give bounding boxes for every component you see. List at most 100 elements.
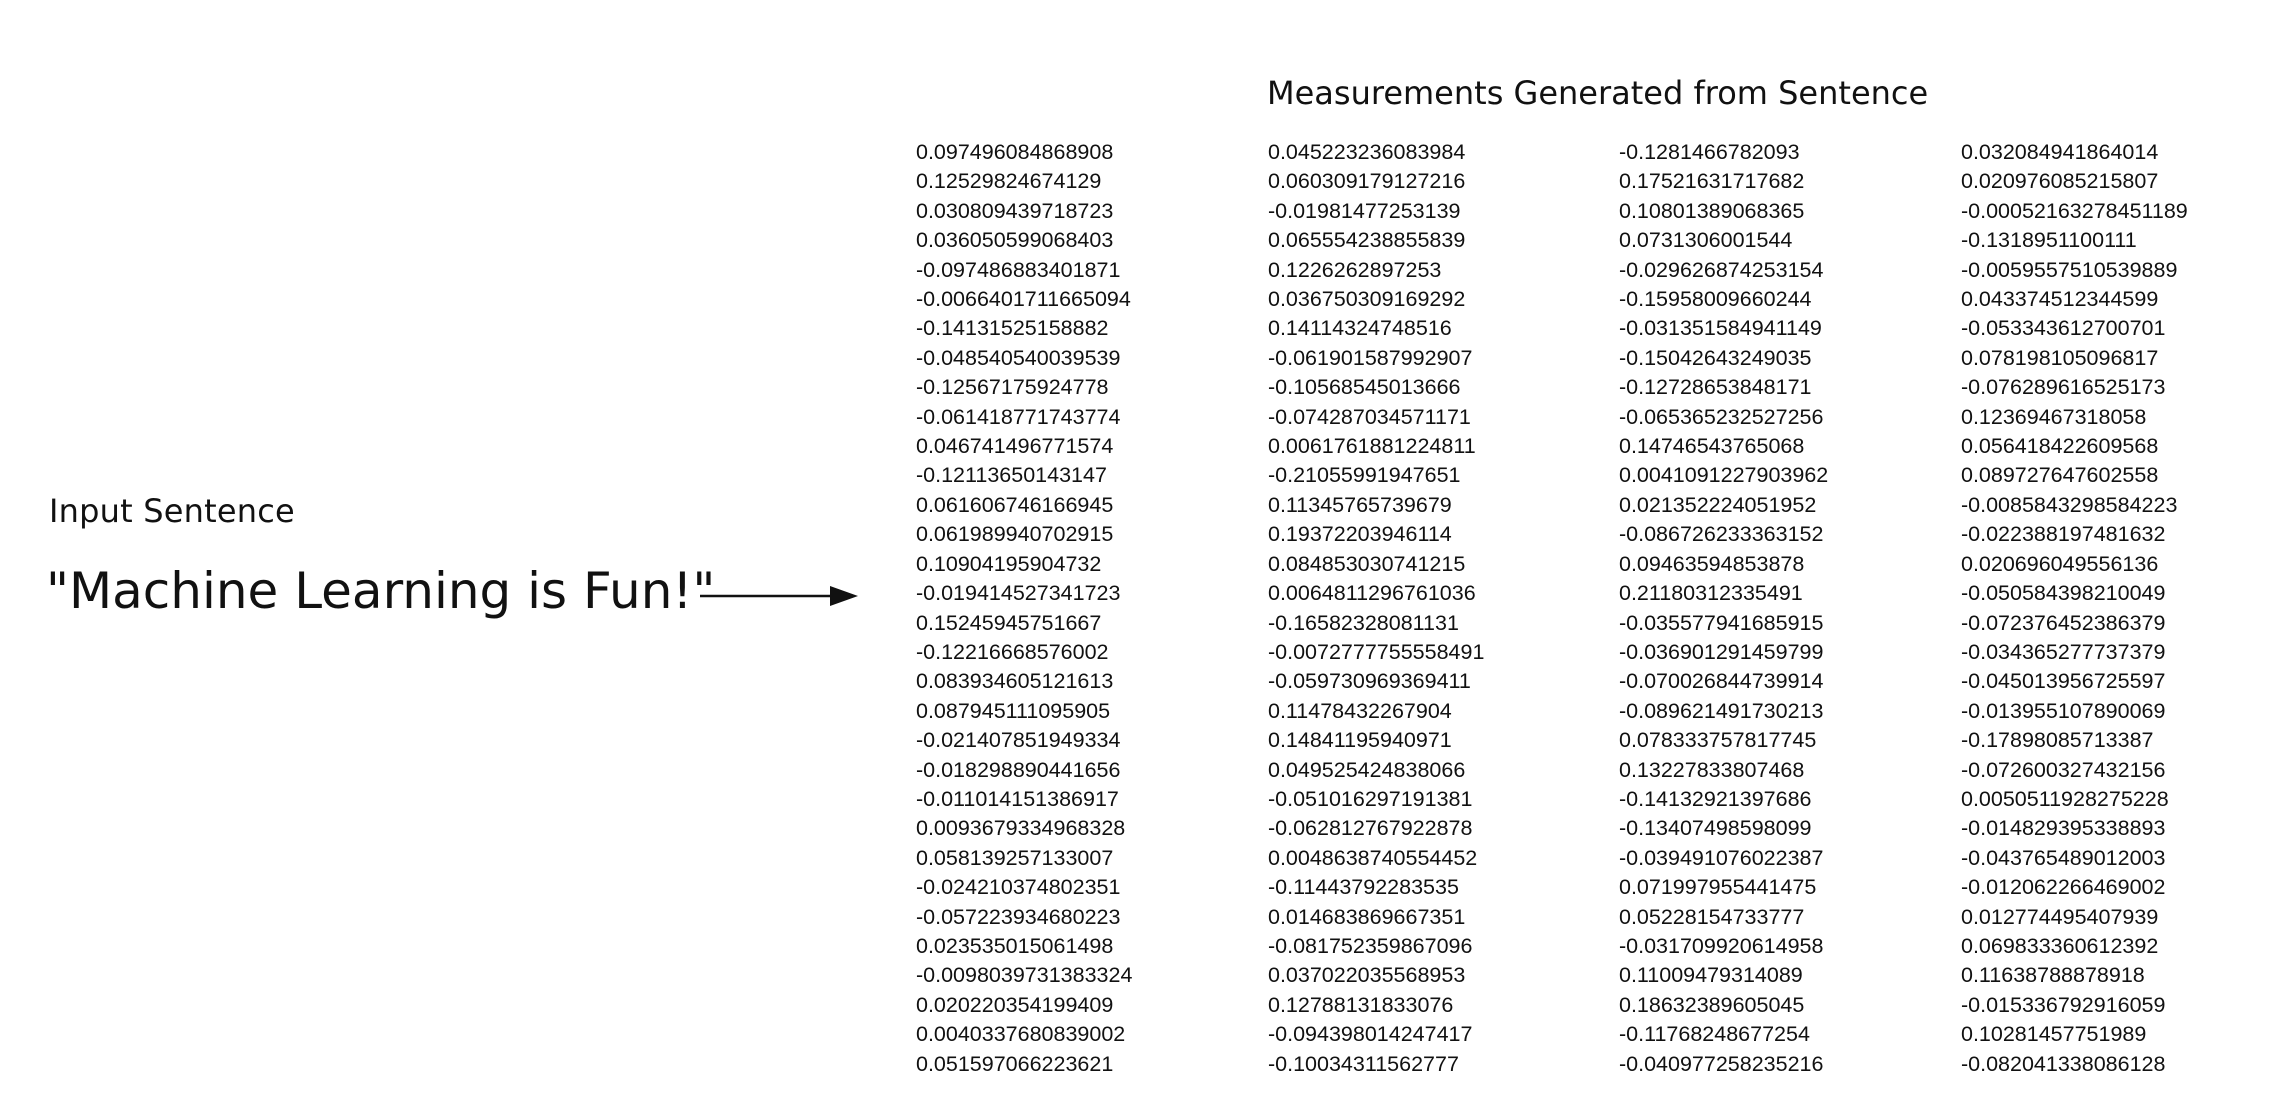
measurement-value: 0.037022035568953 <box>1268 963 1466 988</box>
measurement-value: -0.059730969369411 <box>1268 669 1471 694</box>
measurement-value: 0.058139257133007 <box>916 845 1114 870</box>
measurements-column-3: -0.1281466782093 0.17521631717682 0.108013… <box>1619 138 1828 1079</box>
measurement-value: -0.039491076022387 <box>1619 845 1824 870</box>
measurement-value: -0.057223934680223 <box>916 904 1121 929</box>
measurement-value: 0.0048638740554452 <box>1268 845 1478 870</box>
measurement-value: -0.074287034571171 <box>1268 404 1471 429</box>
measurement-value: -0.029626874253154 <box>1619 257 1824 282</box>
measurements-title: Measurements Generated from Sentence <box>1267 74 1929 112</box>
measurement-value: 0.036050599068403 <box>916 228 1114 253</box>
measurement-value: -0.061418771743774 <box>916 404 1121 429</box>
right-arrow-icon <box>700 586 858 606</box>
measurement-value: -0.086726233363152 <box>1619 522 1824 547</box>
measurement-value: 0.0050511928275228 <box>1961 786 2169 811</box>
measurements-column-4: 0.032084941864014 0.020976085215807 -0.000… <box>1961 138 2188 1079</box>
measurement-value: -0.11768248677254 <box>1619 1022 1810 1047</box>
measurement-value: -0.021407851949334 <box>916 728 1121 753</box>
measurement-value: -0.012062266469002 <box>1961 875 2166 900</box>
measurement-value: 0.020696049556136 <box>1961 551 2159 576</box>
measurement-value: 0.056418422609568 <box>1961 434 2159 459</box>
measurement-value: -0.018298890441656 <box>916 757 1121 782</box>
measurement-value: -0.12567175924778 <box>916 375 1109 400</box>
measurement-value: -0.040977258235216 <box>1619 1051 1824 1076</box>
measurement-value: 0.0093679334968328 <box>916 816 1126 841</box>
measurement-value: -0.014829395338893 <box>1961 816 2166 841</box>
measurement-value: -0.072376452386379 <box>1961 610 2166 635</box>
measurement-value: 0.11009479314089 <box>1619 963 1803 988</box>
measurement-value: 0.078198105096817 <box>1961 345 2159 370</box>
measurement-value: 0.061606746166945 <box>916 492 1114 517</box>
measurement-value: 0.060309179127216 <box>1268 169 1466 194</box>
measurement-value: -0.031351584941149 <box>1619 316 1822 341</box>
measurement-value: -0.13407498598099 <box>1619 816 1812 841</box>
measurement-value: -0.12728653848171 <box>1619 375 1812 400</box>
measurement-value: 0.09463594853878 <box>1619 551 1805 576</box>
measurement-value: 0.0064811296761036 <box>1268 581 1476 606</box>
measurement-value: -0.1318951100111 <box>1961 228 2137 253</box>
measurement-value: -0.094398014247417 <box>1268 1022 1473 1047</box>
measurement-value: 0.023535015061498 <box>916 933 1114 958</box>
measurement-value: -0.061901587992907 <box>1268 345 1473 370</box>
measurement-value: -0.035577941685915 <box>1619 610 1824 635</box>
measurement-value: 0.084853030741215 <box>1268 551 1466 576</box>
measurements-column-1: 0.097496084868908 0.12529824674129 0.03080… <box>916 138 1132 1079</box>
measurement-value: -0.065365232527256 <box>1619 404 1824 429</box>
measurement-value: -0.14131525158882 <box>916 316 1109 341</box>
measurement-value: -0.031709920614958 <box>1619 933 1824 958</box>
measurement-value: 0.0731306001544 <box>1619 228 1793 253</box>
measurement-value: 0.05228154733777 <box>1619 904 1805 929</box>
measurement-value: -0.10568545013666 <box>1268 375 1461 400</box>
measurement-value: -0.00052163278451189 <box>1961 198 2188 223</box>
measurement-value: -0.051016297191381 <box>1268 786 1473 811</box>
measurement-value: -0.081752359867096 <box>1268 933 1473 958</box>
measurement-value: 0.014683869667351 <box>1268 904 1466 929</box>
measurement-value: 0.11345765739679 <box>1268 492 1452 517</box>
measurement-value: -0.12113650143147 <box>916 463 1107 488</box>
measurement-value: -0.14132921397686 <box>1619 786 1812 811</box>
measurement-value: -0.089621491730213 <box>1619 698 1824 723</box>
measurement-value: 0.21180312335491 <box>1619 581 1803 606</box>
measurement-value: 0.069833360612392 <box>1961 933 2159 958</box>
measurement-value: 0.0061761881224811 <box>1268 434 1476 459</box>
measurement-value: 0.10801389068365 <box>1619 198 1805 223</box>
measurement-value: -0.0085843298584223 <box>1961 492 2178 517</box>
measurement-value: -0.17898085713387 <box>1961 728 2154 753</box>
measurement-value: -0.013955107890069 <box>1961 698 2166 723</box>
measurement-value: 0.14841195940971 <box>1268 728 1452 753</box>
measurement-value: -0.048540540039539 <box>916 345 1121 370</box>
input-sentence-text: "Machine Learning is Fun!" <box>46 562 716 620</box>
measurement-value: 0.0040337680839002 <box>916 1022 1126 1047</box>
measurement-value: -0.0098039731383324 <box>916 963 1133 988</box>
measurement-value: -0.11443792283535 <box>1268 875 1459 900</box>
measurement-value: -0.036901291459799 <box>1619 639 1824 664</box>
measurement-value: -0.019414527341723 <box>916 581 1121 606</box>
measurements-column-2: 0.045223236083984 0.060309179127216 -0.019… <box>1268 138 1484 1079</box>
measurement-value: 0.11638788878918 <box>1961 963 2145 988</box>
measurement-value: 0.0041091227903962 <box>1619 463 1829 488</box>
measurement-value: -0.050584398210049 <box>1961 581 2166 606</box>
measurement-value: -0.16582328081131 <box>1268 610 1459 635</box>
measurement-value: 0.087945111095905 <box>916 698 1111 723</box>
measurement-value: -0.024210374802351 <box>916 875 1121 900</box>
measurement-value: 0.030809439718723 <box>916 198 1114 223</box>
measurement-value: 0.1226262897253 <box>1268 257 1442 282</box>
measurement-value: -0.10034311562777 <box>1268 1051 1459 1076</box>
measurement-value: 0.036750309169292 <box>1268 287 1466 312</box>
measurement-value: -0.053343612700701 <box>1961 316 2166 341</box>
measurement-value: 0.032084941864014 <box>1961 140 2159 164</box>
measurement-value: 0.12788131833076 <box>1268 992 1454 1017</box>
measurement-value: 0.078333757817745 <box>1619 728 1817 753</box>
measurement-value: 0.045223236083984 <box>1268 140 1466 164</box>
measurement-value: -0.1281466782093 <box>1619 140 1800 164</box>
measurement-value: 0.020976085215807 <box>1961 169 2159 194</box>
measurement-value: -0.070026844739914 <box>1619 669 1824 694</box>
measurement-value: -0.082041338086128 <box>1961 1051 2166 1076</box>
measurement-value: -0.15958009660244 <box>1619 287 1812 312</box>
measurement-value: 0.19372203946114 <box>1268 522 1452 547</box>
measurement-value: 0.051597066223621 <box>916 1051 1114 1076</box>
measurement-value: -0.21055991947651 <box>1268 463 1461 488</box>
measurement-value: 0.065554238855839 <box>1268 228 1466 253</box>
measurement-value: 0.061989940702915 <box>916 522 1114 547</box>
measurement-value: 0.17521631717682 <box>1619 169 1805 194</box>
measurement-value: -0.062812767922878 <box>1268 816 1473 841</box>
